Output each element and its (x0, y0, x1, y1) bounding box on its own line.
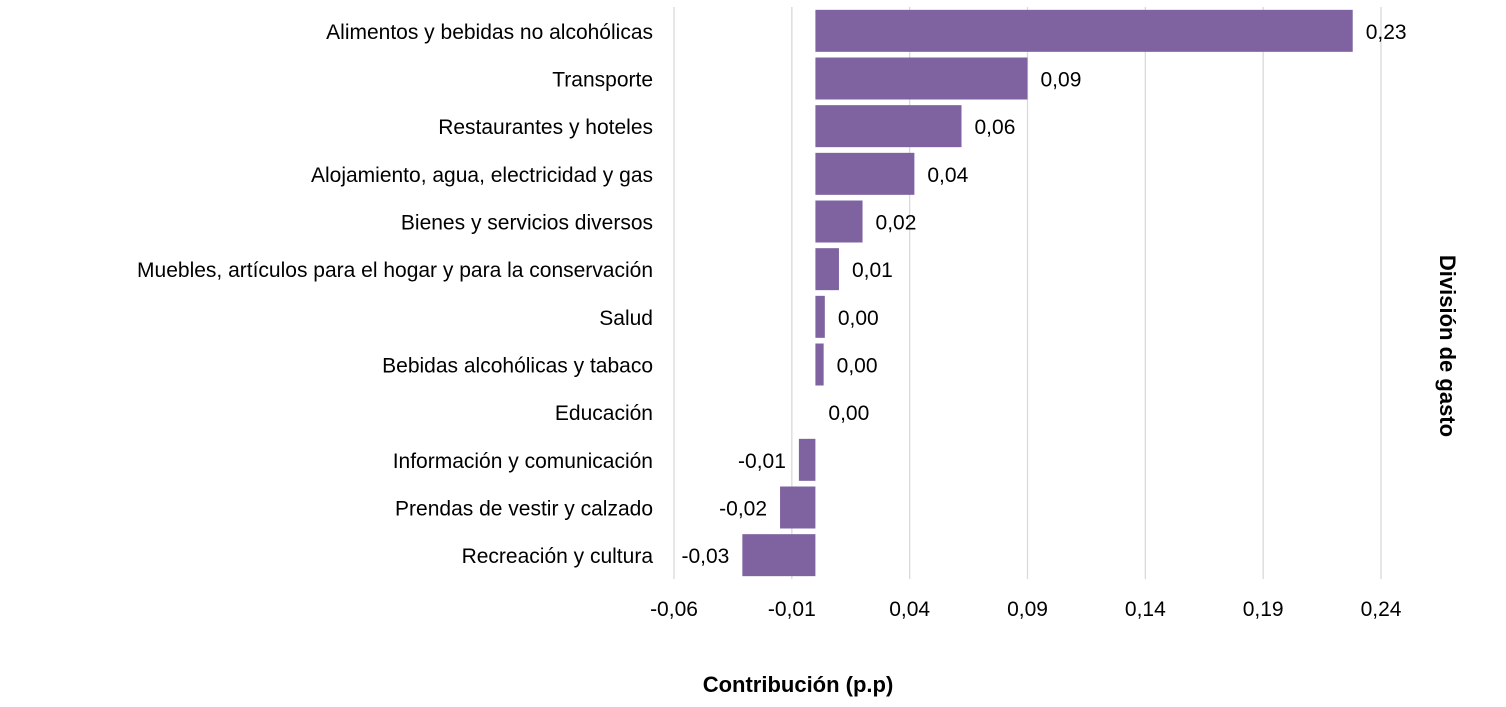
x-tick-label: 0,09 (1007, 598, 1048, 621)
data-label: 0,06 (975, 116, 1016, 139)
x-tick-label: 0,04 (889, 598, 930, 621)
data-label: 0,02 (876, 212, 917, 235)
category-label: Prendas de vestir y calzado (395, 498, 653, 521)
x-axis-title: Contribución (p.p) (703, 672, 894, 697)
bar (815, 152, 915, 195)
data-label: -0,02 (719, 498, 767, 521)
x-tick-label: -0,06 (650, 598, 698, 621)
x-tick-label: 0,19 (1243, 598, 1284, 621)
category-label: Educación (555, 402, 653, 425)
category-label: Bienes y servicios diversos (401, 212, 653, 235)
data-label: 0,01 (852, 259, 893, 282)
category-label: Información y comunicación (393, 450, 653, 473)
data-label: 0,00 (837, 355, 878, 378)
category-label: Restaurantes y hoteles (438, 116, 653, 139)
category-labels: Alimentos y bebidas no alcohólicas Transp… (137, 21, 653, 568)
bar (815, 200, 863, 243)
category-label: Alojamiento, agua, electricidad y gas (311, 164, 653, 187)
category-label: Salud (599, 307, 653, 330)
category-label: Bebidas alcohólicas y tabaco (382, 355, 653, 378)
data-label: 0,00 (838, 307, 879, 330)
gridlines (673, 7, 1382, 579)
bar (815, 105, 962, 148)
data-label: 0,04 (927, 164, 968, 187)
data-labels: 0,23 0,09 0,06 0,04 0,02 0,01 0,00 0,00 0,00 -0,0… (681, 21, 1406, 568)
category-label: Muebles, artículos para el hogar y para … (137, 259, 653, 282)
x-tick-label: 0,14 (1125, 598, 1166, 621)
bar (815, 343, 824, 386)
bar (780, 486, 816, 529)
bar (798, 438, 816, 481)
bars (742, 9, 1353, 577)
bar (815, 57, 1028, 100)
data-label: -0,01 (738, 450, 786, 473)
category-label: Alimentos y bebidas no alcohólicas (326, 21, 653, 44)
data-label: -0,03 (681, 545, 729, 568)
x-tick-label: 0,24 (1361, 598, 1402, 621)
bar (742, 534, 816, 577)
x-tick-label: -0,01 (768, 598, 816, 621)
bar (815, 248, 839, 291)
bar (815, 9, 1353, 52)
data-label: 0,09 (1041, 69, 1082, 92)
y-axis-title: División de gasto (1435, 255, 1460, 437)
x-tick-labels: -0,06 -0,01 0,04 0,09 0,14 0,19 0,24 (650, 598, 1402, 621)
category-label: Transporte (552, 69, 653, 92)
data-label: 0,23 (1366, 21, 1407, 44)
category-label: Recreación y cultura (462, 545, 654, 568)
bar (815, 295, 825, 338)
data-label: 0,00 (828, 402, 869, 425)
